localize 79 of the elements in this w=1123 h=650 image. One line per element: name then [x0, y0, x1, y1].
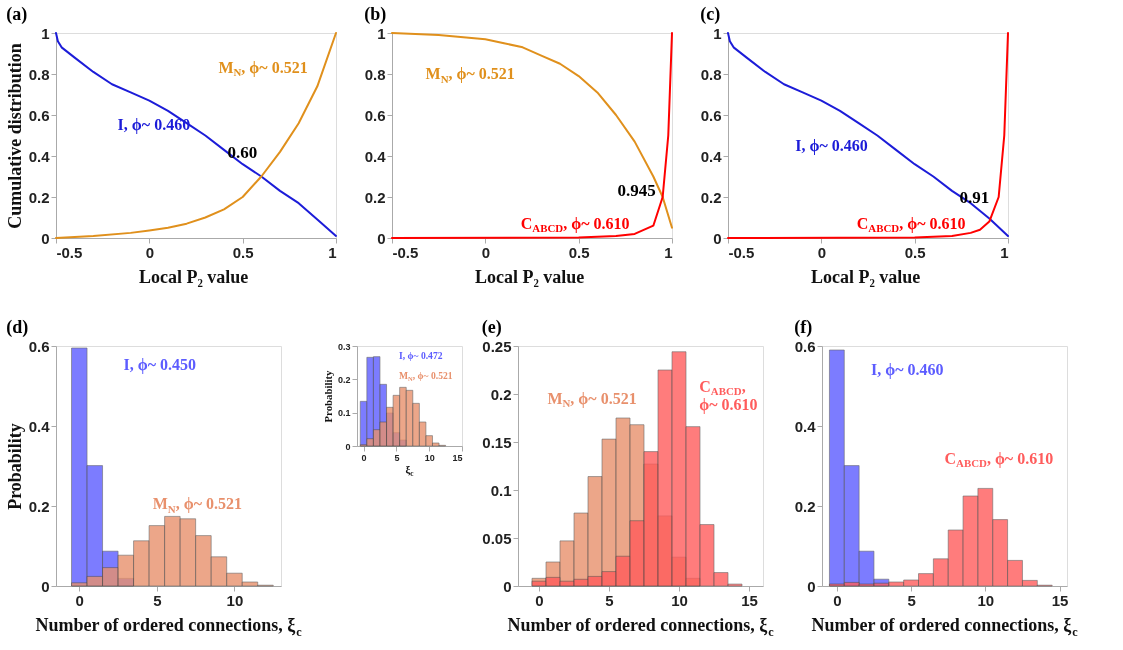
x-tick-label: 0.5 — [568, 243, 590, 261]
y-tick-label: 0.8 — [700, 65, 722, 83]
y-tick-label: 0.2 — [700, 188, 722, 206]
y-axis-title: Probability — [4, 423, 25, 510]
x-tick-label: 0.5 — [232, 243, 254, 261]
annotation: 0.91 — [959, 187, 990, 207]
x-axis-title: Local P₂ value — [474, 267, 585, 287]
y-tick-label: 0 — [377, 229, 386, 247]
series-label: I, ϕ~ 0.460 — [795, 136, 868, 155]
x-tick-label: 5 — [605, 591, 614, 609]
x-tick-label: 15 — [452, 452, 463, 463]
x-axis-title: Local P₂ value — [138, 267, 249, 287]
y-tick-label: 0.2 — [28, 188, 50, 206]
y-tick-label: 0 — [41, 229, 50, 247]
annotation: 0.60 — [227, 142, 258, 162]
x-tick-label: 10 — [424, 452, 435, 463]
y-tick-label: 0.4 — [794, 417, 817, 435]
series-label: I, ϕ~ 0.460 — [117, 116, 191, 135]
y-tick-label: 1 — [41, 24, 50, 42]
x-tick-label: 15 — [741, 591, 758, 609]
y-tick-label: 1 — [377, 24, 386, 42]
x-tick-label: 5 — [907, 591, 916, 609]
y-tick-label: 0 — [503, 577, 512, 595]
y-tick-label: 0 — [807, 577, 816, 595]
x-tick-label: 10 — [977, 591, 995, 609]
series-label: I, ϕ~ 0.472 — [399, 350, 443, 361]
y-tick-label: 0 — [41, 577, 50, 595]
x-tick-label: 1 — [1000, 243, 1009, 261]
x-tick-label: 5 — [394, 452, 400, 463]
y-tick-label: 0.8 — [28, 65, 50, 83]
y-tick-label: 0.4 — [28, 147, 51, 165]
y-tick-label: 0.6 — [794, 337, 816, 355]
x-tick-label: 0 — [75, 591, 84, 609]
y-tick-label: 0.6 — [28, 337, 50, 355]
y-tick-label: 0.2 — [364, 188, 386, 206]
y-tick-label: 0.6 — [28, 106, 50, 124]
series-label: I, ϕ~ 0.460 — [871, 361, 944, 379]
y-tick-label: 0.25 — [482, 337, 512, 355]
y-tick-label: 0.4 — [700, 147, 723, 165]
x-tick-label: -0.5 — [56, 243, 83, 261]
y-tick-label: 0.1 — [337, 408, 351, 419]
x-tick-label: 10 — [226, 591, 244, 609]
y-tick-label: 0.4 — [364, 147, 387, 165]
x-tick-label: 15 — [1051, 591, 1069, 609]
y-tick-label: 0 — [345, 441, 351, 452]
x-tick-label: 10 — [671, 591, 688, 609]
x-tick-label: -0.5 — [392, 243, 419, 261]
chart-title: (d) — [6, 317, 29, 338]
chart-title: (b) — [364, 4, 387, 25]
y-tick-label: 0.1 — [490, 481, 512, 499]
x-tick-label: 0.5 — [904, 243, 926, 261]
y-tick-label: 0.15 — [482, 433, 512, 451]
y-tick-label: 0.3 — [337, 341, 351, 352]
annotation: 0.945 — [617, 180, 656, 200]
chart-title: (a) — [6, 4, 28, 25]
y-tick-label: 0.2 — [794, 497, 816, 515]
x-tick-label: 0 — [535, 591, 544, 609]
chart-title: (e) — [481, 317, 502, 338]
y-tick-label: 0.05 — [482, 529, 512, 547]
y-tick-label: 0.2 — [28, 497, 50, 515]
y-tick-label: 0.6 — [364, 106, 386, 124]
x-tick-label: 1 — [664, 243, 673, 261]
y-tick-label: 1 — [713, 24, 722, 42]
x-tick-label: 5 — [153, 591, 162, 609]
x-tick-label: -0.5 — [728, 243, 755, 261]
y-tick-label: 0 — [713, 229, 722, 247]
x-axis-title: Local P₂ value — [810, 267, 921, 287]
y-tick-label: 0.6 — [700, 106, 722, 124]
y-tick-label: 0.2 — [490, 385, 512, 403]
y-axis-title: Probability — [321, 369, 334, 423]
x-tick-label: 0 — [833, 591, 842, 609]
chart-title: (c) — [700, 4, 721, 25]
chart-title: (f) — [794, 317, 813, 338]
y-tick-label: 0.2 — [337, 374, 351, 385]
y-tick-label: 0.8 — [364, 65, 386, 83]
x-tick-label: 0 — [145, 243, 155, 261]
text: I, ϕ~ 0.450 — [123, 356, 197, 375]
y-axis-title: Cumulative distribution — [4, 43, 25, 229]
y-tick-label: 0.4 — [28, 417, 51, 435]
